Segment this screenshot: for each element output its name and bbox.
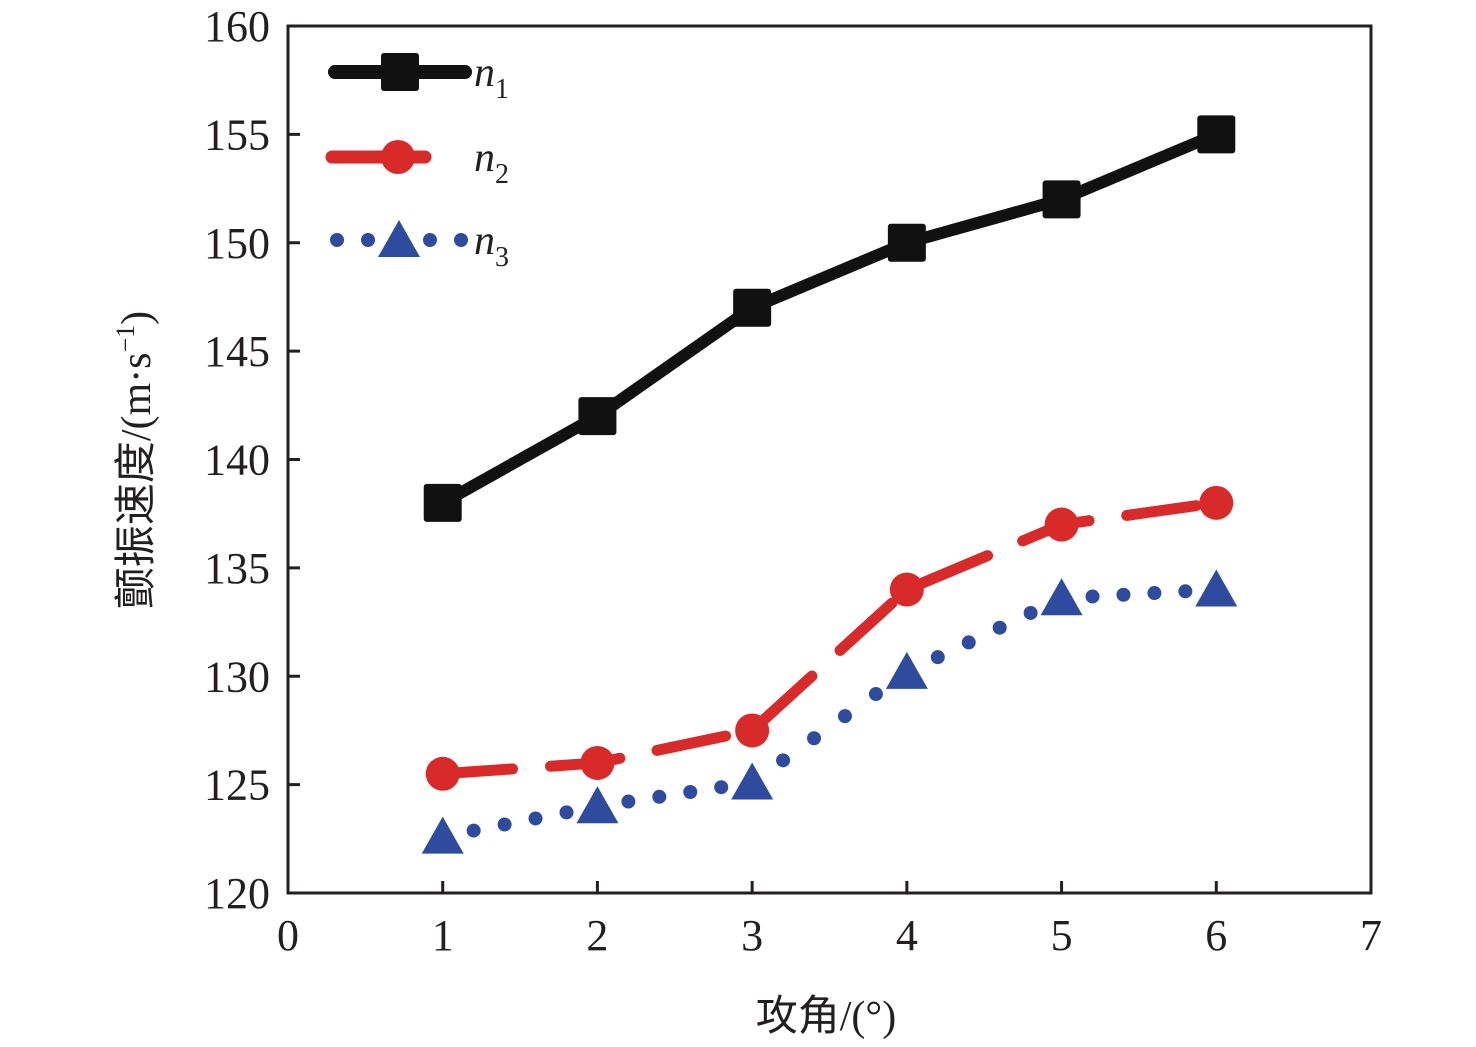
y-tick-label: 130 bbox=[204, 652, 270, 701]
series-n3-dot bbox=[1116, 587, 1131, 602]
series-n2-marker bbox=[580, 745, 615, 780]
series-n1-line bbox=[439, 128, 1219, 509]
series-n3-dot bbox=[992, 620, 1007, 635]
x-tick-label: 6 bbox=[1205, 911, 1227, 960]
legend-label-base: n bbox=[474, 218, 495, 264]
series-n3-marker bbox=[1195, 569, 1238, 607]
legend-n3-dot bbox=[423, 233, 437, 247]
legend-marker-n3 bbox=[378, 220, 420, 257]
series-n1-marker bbox=[887, 223, 926, 262]
series-n3-dot bbox=[837, 709, 852, 724]
legend-n3-dot bbox=[330, 233, 344, 247]
series-n3-dot bbox=[1178, 584, 1193, 599]
series-n1-marker bbox=[423, 483, 462, 522]
x-tick-label: 2 bbox=[586, 911, 608, 960]
x-tick-label: 3 bbox=[741, 911, 763, 960]
series-n3-marker bbox=[1040, 578, 1083, 616]
series-n3-dot bbox=[807, 731, 822, 746]
plot-lines bbox=[437, 128, 1222, 838]
y-axis-title-main: 颤振速度/(m·s bbox=[114, 353, 160, 610]
y-axis-title-close: ) bbox=[114, 311, 160, 325]
y-tick-label: 120 bbox=[204, 869, 270, 918]
y-tick-label: 125 bbox=[204, 761, 270, 810]
series-n2-marker bbox=[1199, 485, 1234, 520]
x-tick-label: 5 bbox=[1051, 911, 1073, 960]
legend-n3-dot bbox=[361, 233, 375, 247]
series-n3-marker bbox=[885, 651, 928, 689]
legend-item-n1: n1 bbox=[328, 50, 509, 105]
legend-label-base: n bbox=[474, 50, 495, 96]
series-n2-marker bbox=[1044, 507, 1079, 542]
series-n3-dot bbox=[776, 753, 791, 768]
legend-label-subscript: 3 bbox=[495, 242, 509, 273]
x-tick-label: 0 bbox=[277, 911, 299, 960]
series-n2-marker bbox=[425, 756, 460, 791]
series-n3-dot bbox=[652, 789, 667, 804]
x-axis-ticks: 0 1 2 3 4 5 6 7 bbox=[277, 881, 1382, 960]
legend-label-subscript: 2 bbox=[495, 159, 509, 190]
series-n3-dot bbox=[961, 635, 976, 650]
plot-markers bbox=[421, 115, 1238, 854]
series-n3-dot bbox=[930, 650, 945, 665]
series-n3-dot bbox=[683, 784, 698, 799]
legend-n3-dot bbox=[454, 233, 468, 247]
series-n2-marker bbox=[889, 572, 924, 607]
series-n3-dot bbox=[528, 811, 543, 826]
series-n2-line bbox=[437, 497, 1222, 780]
series-n3-marker bbox=[421, 816, 464, 854]
legend-label-base: n bbox=[474, 135, 495, 181]
y-tick-label: 160 bbox=[204, 2, 270, 51]
series-n1-marker bbox=[578, 397, 617, 436]
x-tick-label: 4 bbox=[896, 911, 918, 960]
series-n3-dot bbox=[714, 780, 729, 795]
y-tick-label: 140 bbox=[204, 436, 270, 485]
legend-label-subscript: 1 bbox=[495, 74, 509, 105]
legend-label-n3: n3 bbox=[474, 218, 509, 273]
y-axis-title-superscript: −1 bbox=[111, 325, 140, 353]
x-tick-label: 7 bbox=[1360, 911, 1382, 960]
legend-item-n3: n3 bbox=[330, 218, 509, 273]
series-n2-marker bbox=[735, 713, 770, 748]
series-n3-dot bbox=[1023, 605, 1038, 620]
series-n3-marker bbox=[576, 786, 619, 824]
y-tick-label: 155 bbox=[204, 110, 270, 159]
series-n3-dot bbox=[497, 817, 512, 832]
x-axis-title: 攻角/(°) bbox=[756, 994, 896, 1040]
series-n1-marker bbox=[1197, 115, 1236, 154]
series-n3-dot bbox=[559, 805, 574, 820]
y-tick-label: 135 bbox=[204, 544, 270, 593]
legend-marker-n1 bbox=[381, 53, 419, 91]
series-n3-dot bbox=[1147, 586, 1162, 601]
y-axis-ticks: 120 125 130 135 140 145 150 155 160 bbox=[204, 2, 300, 918]
legend-label-n2: n2 bbox=[474, 135, 509, 190]
y-axis-title: 颤振速度/(m·s−1) bbox=[111, 311, 160, 609]
x-tick-label: 1 bbox=[432, 911, 454, 960]
series-n3-dot bbox=[621, 794, 636, 809]
series-n1-marker bbox=[733, 288, 772, 327]
series-n3-dot bbox=[868, 687, 883, 702]
series-n1-marker bbox=[1042, 180, 1081, 219]
series-n3-marker bbox=[731, 762, 774, 800]
y-tick-label: 150 bbox=[204, 219, 270, 268]
legend-label-n1: n1 bbox=[474, 50, 509, 105]
y-tick-label: 145 bbox=[204, 327, 270, 376]
legend-item-n2: n2 bbox=[325, 135, 509, 190]
series-n3-dot bbox=[1085, 589, 1100, 604]
legend-marker-n2 bbox=[381, 140, 415, 174]
series-n3-dot bbox=[466, 823, 481, 838]
